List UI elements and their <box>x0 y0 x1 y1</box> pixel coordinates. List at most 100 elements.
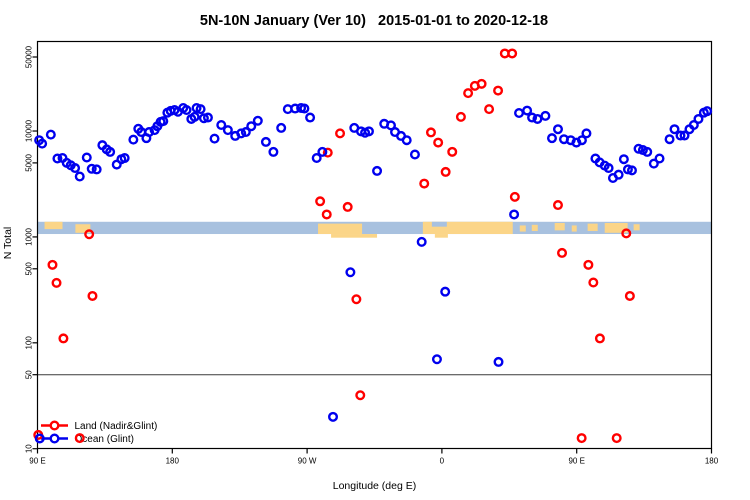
land-point <box>557 247 568 258</box>
y-tick-label: 1000 <box>24 227 33 245</box>
ocean-point <box>222 125 233 136</box>
ocean-point <box>276 122 287 133</box>
ocean-point <box>431 354 442 365</box>
ocean-point <box>613 169 624 180</box>
land-point <box>322 147 333 158</box>
land-point <box>455 111 466 122</box>
land-point <box>433 137 444 148</box>
land-point <box>51 277 62 288</box>
ocean-point <box>128 134 139 145</box>
land-point <box>484 104 495 115</box>
y-tick-label: 50 <box>24 370 33 379</box>
land-point <box>594 333 605 344</box>
land-point <box>611 433 622 444</box>
land-point <box>576 433 587 444</box>
x-tick-label: 90 E <box>568 457 584 466</box>
ocean-point <box>317 146 328 157</box>
legend-label: Ocean (Glint) <box>75 434 134 445</box>
land-patch <box>587 223 598 231</box>
x-tick-label: 90 W <box>298 457 317 466</box>
land-patch <box>519 225 526 232</box>
ocean-point <box>86 163 97 174</box>
land-point <box>342 201 353 212</box>
ocean-band <box>37 221 712 235</box>
x-tick-label: 0 <box>440 457 445 466</box>
land-point <box>419 178 430 189</box>
land-point <box>552 200 563 211</box>
ocean-point <box>409 149 420 160</box>
land-point <box>624 290 635 301</box>
data-points <box>33 48 713 444</box>
land-patch <box>331 234 378 238</box>
y-tick-label: 100 <box>24 336 33 350</box>
land-ocean-map-band <box>37 221 712 238</box>
land-patch <box>75 224 91 233</box>
ocean-point <box>290 103 301 114</box>
ocean-point <box>642 146 653 157</box>
land-point <box>621 228 632 239</box>
x-axis-title: Longitude (deg E) <box>333 480 416 492</box>
land-point <box>47 259 58 270</box>
land-point <box>509 191 520 202</box>
ocean-point <box>664 134 675 145</box>
ocean-notch <box>431 221 447 227</box>
ocean-point <box>105 146 116 157</box>
legend-marker <box>49 420 60 431</box>
y-tick-label: 5000 <box>24 153 33 171</box>
ocean-point <box>37 138 48 149</box>
ocean-point <box>158 116 169 127</box>
land-point <box>447 146 458 157</box>
axes: 90 E 180 90 W 0 90 E 180 10 50 100 500 1000 5000 100… <box>24 40 719 466</box>
land-patch <box>434 234 448 238</box>
ocean-point <box>626 165 637 176</box>
ocean-point <box>527 112 538 123</box>
legend: Land (Nadir&Glint) Ocean (Glint) <box>41 420 157 445</box>
ocean-point <box>198 113 209 124</box>
ocean-point <box>679 130 690 141</box>
land-point <box>583 259 594 270</box>
land-point <box>588 277 599 288</box>
y-tick-label: 500 <box>24 262 33 276</box>
ocean-point <box>34 433 45 444</box>
ocean-point <box>252 115 263 126</box>
ocean-point <box>654 153 665 164</box>
ocean-point <box>440 286 451 297</box>
land-point <box>463 88 474 99</box>
ocean-point <box>509 209 520 220</box>
ocean-point <box>514 107 525 118</box>
ocean-point <box>181 104 192 115</box>
ocean-point <box>603 163 614 174</box>
y-tick-label: 10000 <box>24 119 33 142</box>
land-patch <box>571 225 577 232</box>
land-patch <box>318 223 363 235</box>
ocean-point <box>363 126 374 137</box>
ocean-point <box>91 164 102 175</box>
ocean-point <box>669 124 680 135</box>
ocean-point <box>648 158 659 169</box>
land-point <box>87 290 98 301</box>
ocean-point <box>675 130 686 141</box>
ocean-point <box>546 133 557 144</box>
ocean-point <box>372 165 383 176</box>
ocean-point <box>209 133 220 144</box>
ocean-point <box>305 112 316 123</box>
land-point <box>84 229 95 240</box>
land-point <box>335 128 346 139</box>
ocean-point <box>328 411 339 422</box>
ocean-point <box>345 267 356 278</box>
ocean-point <box>74 171 85 182</box>
ocean-point <box>246 121 257 132</box>
x-tick-label: 90 E <box>29 457 45 466</box>
ocean-point <box>576 135 587 146</box>
ocean-point <box>268 146 279 157</box>
ocean-point <box>522 105 533 116</box>
ocean-point <box>81 152 92 163</box>
ocean-point <box>70 163 81 174</box>
ocean-point <box>416 236 427 247</box>
y-axis-title: N Total <box>2 227 14 260</box>
ocean-point <box>240 127 251 138</box>
plot-border <box>36 40 713 450</box>
land-point <box>493 85 504 96</box>
ocean-point <box>260 136 271 147</box>
